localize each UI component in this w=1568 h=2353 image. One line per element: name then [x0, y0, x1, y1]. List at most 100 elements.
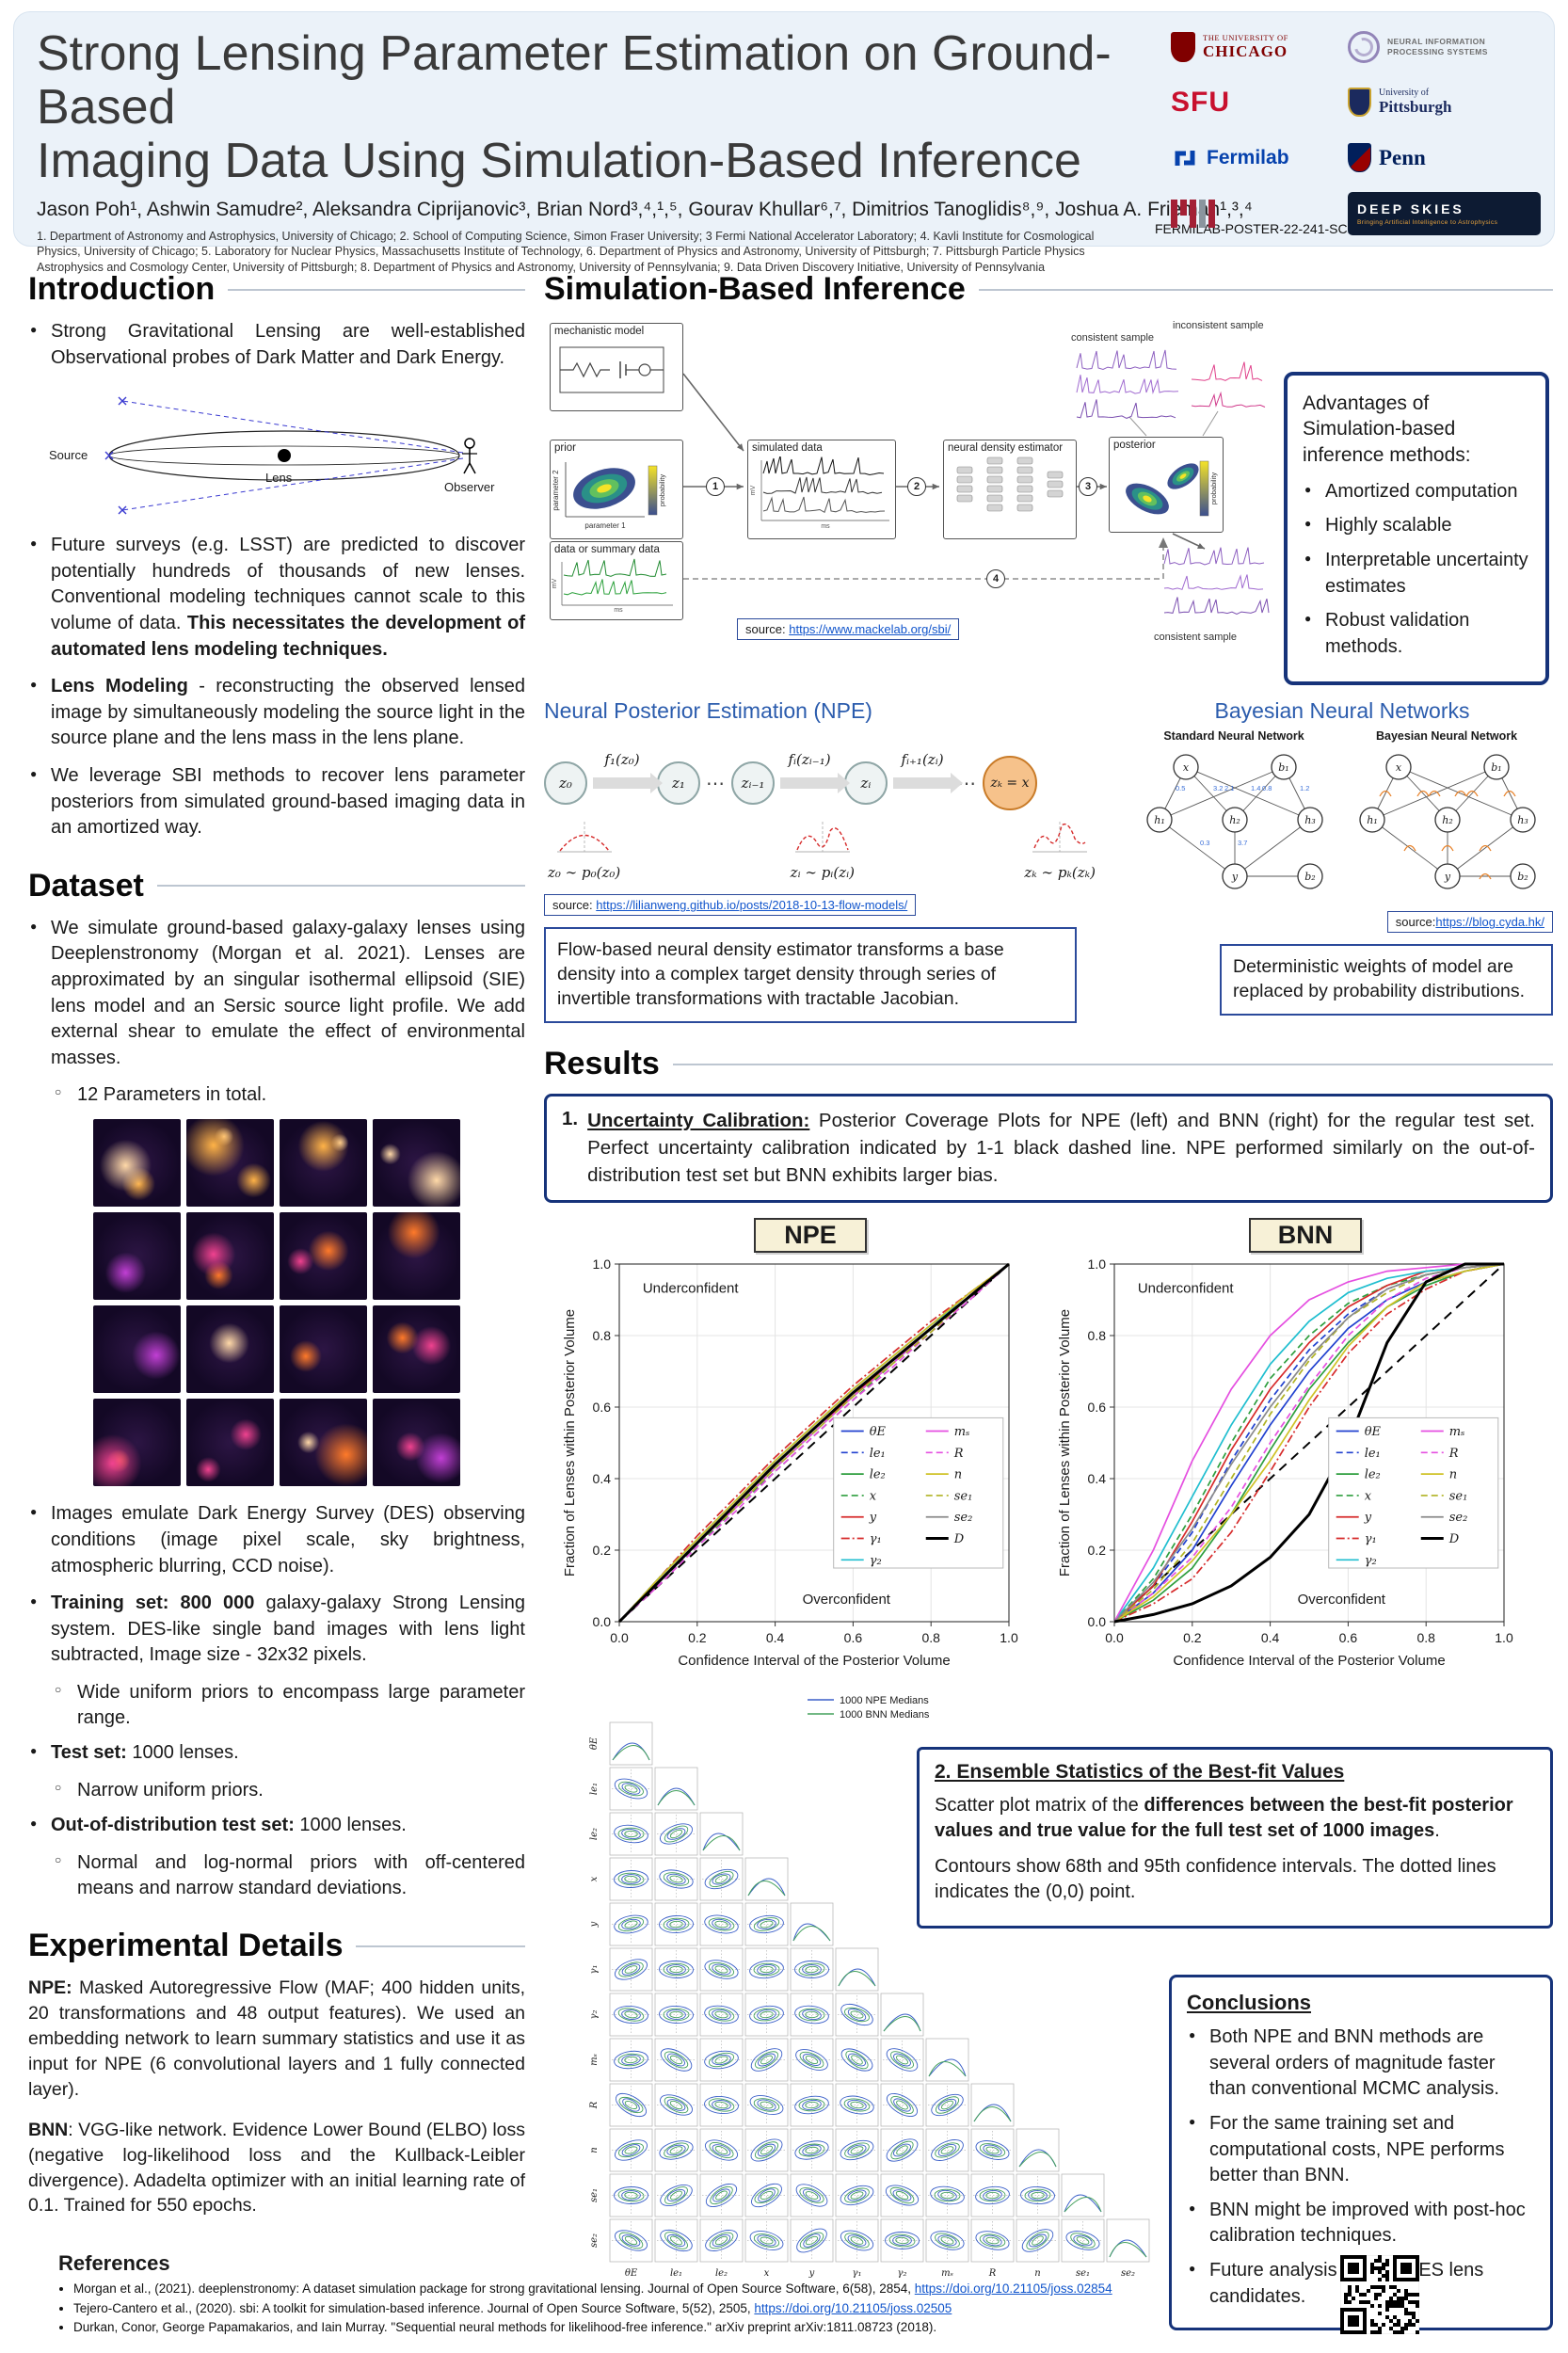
galaxy-image: [373, 1305, 460, 1394]
posterior-box: posterior probability: [1109, 437, 1224, 533]
dataset-sub-3: Wide uniform priors to encompass large p…: [55, 1680, 525, 1731]
svg-text:0.2: 0.2: [593, 1543, 612, 1558]
svg-text:0.0: 0.0: [593, 1614, 612, 1629]
galaxy-image: [373, 1119, 460, 1208]
bayesian-nn-graph: x h₁ h₂ h₃ y b₁ b₂: [1359, 754, 1536, 890]
reference-item: Tejero-Cantero et al., (2020). sbi: A to…: [73, 2299, 1299, 2318]
advantage-item: Highly scalable: [1303, 513, 1532, 539]
svg-text:1.2: 1.2: [1300, 784, 1309, 792]
svg-text:Underconfident: Underconfident: [643, 1281, 740, 1297]
galaxy-image: [280, 1305, 367, 1394]
svg-text:0.8: 0.8: [1416, 1630, 1435, 1645]
svg-text:se₁: se₁: [954, 1490, 973, 1504]
uchicago-logo-line1: THE UNIVERSITY OF: [1203, 32, 1288, 42]
prior-box: prior parameter 1 parameter 2 probability: [550, 440, 683, 539]
npe-source: source: https://lilianweng.github.io/pos…: [544, 894, 917, 917]
fermilab-logo-text: Fermilab: [1207, 146, 1289, 168]
introduction-heading: Introduction: [28, 271, 216, 307]
svg-text:0.5: 0.5: [1176, 784, 1185, 792]
header: Strong Lensing Parameter Estimation on G…: [13, 11, 1555, 274]
svg-text:x: x: [589, 1877, 600, 1882]
advantage-item: Interpretable uncertainty estimates: [1303, 548, 1532, 600]
reference-item: Morgan et al., (2021). deeplenstronomy: …: [73, 2280, 1299, 2298]
section-results: Results: [544, 1046, 1553, 1082]
svg-text:1000 NPE Medians: 1000 NPE Medians: [840, 1695, 929, 1706]
svg-text:se₂: se₂: [1121, 2268, 1135, 2279]
svg-text:Source: Source: [49, 448, 88, 462]
bnn-source-link[interactable]: https://blog.cyda.hk/: [1435, 915, 1544, 930]
references-heading: References: [58, 2251, 170, 2275]
svg-text:0.2: 0.2: [1088, 1543, 1107, 1558]
svg-text:y: y: [808, 2268, 815, 2279]
bayesian-nn-title: Bayesian Neural Network: [1375, 729, 1518, 744]
reference-link-1[interactable]: https://doi.org/10.21105/joss.02854: [914, 2281, 1112, 2296]
svg-text:y: y: [1231, 871, 1239, 883]
galaxy-image: [186, 1399, 274, 1487]
svg-text:le₂: le₂: [870, 1468, 886, 1482]
svg-text:0.6: 0.6: [1088, 1400, 1107, 1415]
left-column: Introduction Strong Gravitational Lensin…: [28, 271, 525, 2233]
svg-text:1.0: 1.0: [593, 1257, 612, 1272]
logo-grid: THE UNIVERSITY OF CHICAGO NEURAL INFORMA…: [1171, 20, 1541, 240]
right-column: Simulation-Based Inference mechanistic m…: [544, 271, 1553, 2351]
svg-text:0.6: 0.6: [844, 1630, 863, 1645]
pitt-logo: University of Pittsburgh: [1348, 88, 1541, 117]
svg-text:γ₁: γ₁: [1365, 1532, 1377, 1546]
base-density-plot: [556, 822, 612, 853]
svg-text:le₂: le₂: [1365, 1468, 1381, 1482]
neurips-logo: NEURAL INFORMATION PROCESSING SYSTEMS: [1348, 30, 1541, 63]
svg-text:Underconfident: Underconfident: [1138, 1281, 1235, 1297]
neural-density-estimator-box: neural density estimator: [943, 440, 1077, 539]
mit-bars-icon: [1171, 199, 1215, 228]
bnn-coverage-plot: BNN 0.0 0.0 0.2 0.2 0.4 0.4 0.6 0.6 0.8 0.8 1.0 1.0…: [1056, 1218, 1513, 1681]
svg-text:h₂: h₂: [1229, 814, 1240, 826]
dataset-sub-4: Narrow uniform priors.: [55, 1778, 525, 1803]
svg-text:0.4: 0.4: [766, 1630, 785, 1645]
sample-traces-bottom: [1163, 547, 1270, 615]
mit-logo: [1171, 199, 1338, 228]
svg-text:h₁: h₁: [1154, 814, 1165, 826]
npe-source-link[interactable]: https://lilianweng.github.io/posts/2018-…: [596, 898, 908, 913]
fermilab-logo: Fermilab: [1171, 144, 1338, 172]
consistent-sample-top-label: consistent sample: [1071, 332, 1155, 344]
galaxy-image: [280, 1399, 367, 1487]
conclusion-item: Both NPE and BNN methods are several ord…: [1187, 2025, 1535, 2103]
svg-text:n: n: [589, 2148, 600, 2153]
sbi-diagram: mechanistic model prior parameter 1 param…: [544, 319, 1276, 650]
svg-text:probability: probability: [1209, 472, 1218, 504]
reference-link-2[interactable]: https://doi.org/10.21105/joss.02505: [754, 2300, 952, 2315]
consistent-sample-bottom-label: consistent sample: [1154, 632, 1238, 643]
intro-bullet-3: Lens Modeling - reconstructing the obser…: [28, 674, 525, 752]
svg-text:b₁: b₁: [1278, 761, 1288, 774]
poster-title: Strong Lensing Parameter Estimation on G…: [37, 26, 1147, 189]
sbi-source-link[interactable]: https://www.mackelab.org/sbi/: [789, 622, 952, 636]
svg-text:0.6: 0.6: [1339, 1630, 1358, 1645]
flow-node-z0: z₀: [544, 761, 587, 806]
uchicago-logo-line2: CHICAGO: [1203, 41, 1288, 60]
galaxy-image: [280, 1212, 367, 1301]
svg-text:mV: mV: [552, 578, 558, 588]
svg-text:x: x: [764, 2268, 770, 2279]
ensemble-statistics-box: 2. Ensemble Statistics of the Best-fit V…: [917, 1747, 1553, 1929]
data-or-summary-box: data or summary data mV ms: [550, 541, 683, 620]
svg-text:b₂: b₂: [1517, 871, 1528, 883]
svg-text:mₛ: mₛ: [1449, 1425, 1465, 1439]
svg-text:le₁: le₁: [589, 1783, 600, 1795]
svg-text:γ₂: γ₂: [898, 2268, 907, 2279]
bnn-plot-title: BNN: [1249, 1218, 1362, 1254]
deep-skies-tagline: Bringing Artificial Intelligence to Astr…: [1357, 218, 1498, 226]
svg-text:R: R: [988, 2268, 997, 2279]
svg-text:Confidence Interval of the Pos: Confidence Interval of the Posterior Vol…: [1173, 1653, 1445, 1669]
advantage-item: Amortized computation: [1303, 479, 1532, 505]
flow-arrow-2: fᵢ(zᵢ₋₁): [780, 751, 850, 794]
svg-text:1.0: 1.0: [1495, 1630, 1513, 1645]
dataset-heading: Dataset: [28, 867, 144, 904]
svg-text:Overconfident: Overconfident: [803, 1592, 891, 1608]
svg-text:R: R: [589, 2102, 600, 2110]
svg-text:ms: ms: [614, 607, 623, 613]
svg-text:h₃: h₃: [1517, 814, 1528, 826]
svg-text:h₁: h₁: [1367, 814, 1378, 826]
penn-logo: Penn: [1348, 143, 1541, 172]
svg-text:0.8: 0.8: [593, 1328, 612, 1343]
npe-density-minis: z₀ ∼ p₀(z₀) zᵢ ∼ pᵢ(zᵢ) zₖ ∼ pₖ(zₖ): [544, 818, 1099, 881]
